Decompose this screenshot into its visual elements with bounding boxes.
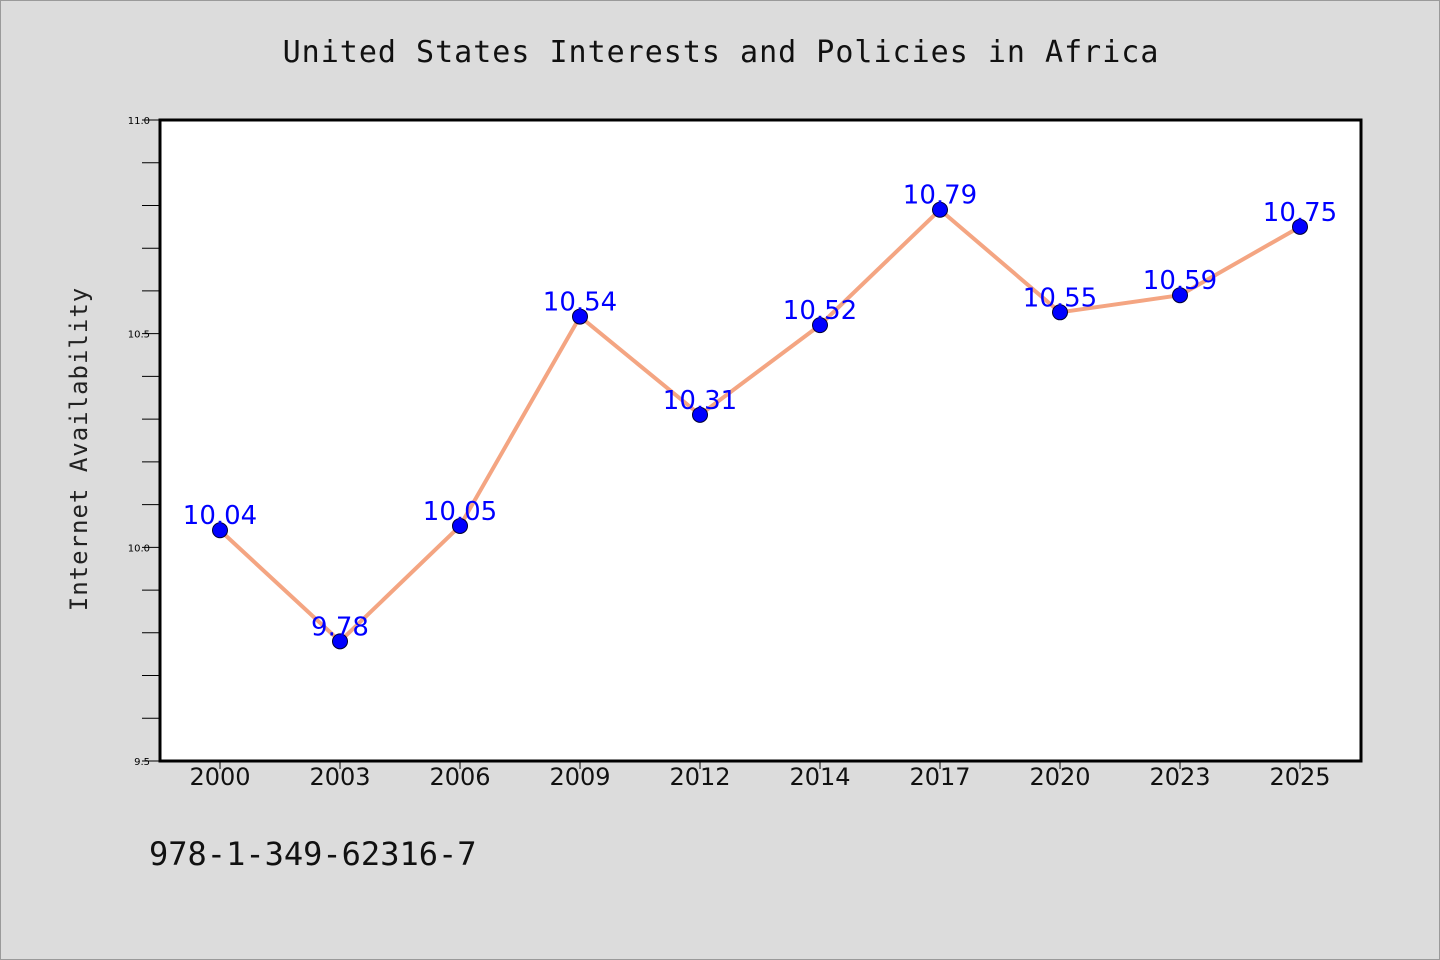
data-point: [1052, 304, 1068, 321]
y-tick-label: 11.0: [128, 116, 150, 127]
data-point: [932, 201, 948, 218]
data-label: 10.75: [1263, 198, 1337, 228]
x-tick-label: 2014: [789, 763, 850, 791]
data-label: 10.05: [423, 497, 497, 527]
data-point: [1292, 218, 1308, 235]
data-point: [692, 406, 708, 423]
isbn-text: 978-1-349-62316-7: [149, 835, 477, 873]
chart-title: United States Interests and Policies in …: [282, 35, 1160, 70]
x-tick-label: 2023: [1149, 763, 1210, 791]
data-point: [332, 633, 348, 650]
y-tick-label: 10.5: [128, 330, 150, 341]
x-tick-label: 2003: [309, 763, 370, 791]
data-markers: [212, 201, 1308, 650]
data-label: 10.55: [1023, 283, 1097, 313]
data-label: 10.04: [183, 501, 257, 531]
plot-area: [158, 118, 1363, 763]
y-tick-label: 10.0: [128, 543, 150, 554]
data-point: [1172, 287, 1188, 304]
series-line: [218, 207, 1301, 644]
x-tick-label: 2017: [909, 763, 970, 791]
data-point: [812, 317, 828, 334]
x-tick-label: 2020: [1029, 763, 1090, 791]
data-point: [212, 522, 228, 539]
x-tick-label: 2025: [1269, 763, 1330, 791]
data-point: [452, 517, 468, 534]
data-label: 10.54: [543, 288, 617, 318]
data-label: 10.31: [663, 386, 737, 416]
data-point: [572, 308, 588, 325]
data-labels: 10.04 9.78 10.05 10.54 10.31 10.52 10.79 10.55 1…: [183, 181, 1337, 643]
x-tick-label: 2006: [429, 763, 490, 791]
y-axis: 9.5 10.0 10.5 11.0: [128, 116, 160, 768]
data-label: 9.78: [311, 612, 369, 642]
data-label: 10.52: [783, 296, 857, 326]
x-tick-label: 2009: [549, 763, 610, 791]
data-label: 10.59: [1143, 266, 1217, 296]
data-label: 10.79: [903, 181, 977, 211]
x-tick-label: 2012: [669, 763, 730, 791]
x-tick-label: 2000: [189, 763, 250, 791]
y-tick-label: 9.5: [134, 757, 150, 768]
x-axis: 2000 2003 2006 2009 2012 2014 2017 2020 2023 2025: [189, 761, 1331, 791]
